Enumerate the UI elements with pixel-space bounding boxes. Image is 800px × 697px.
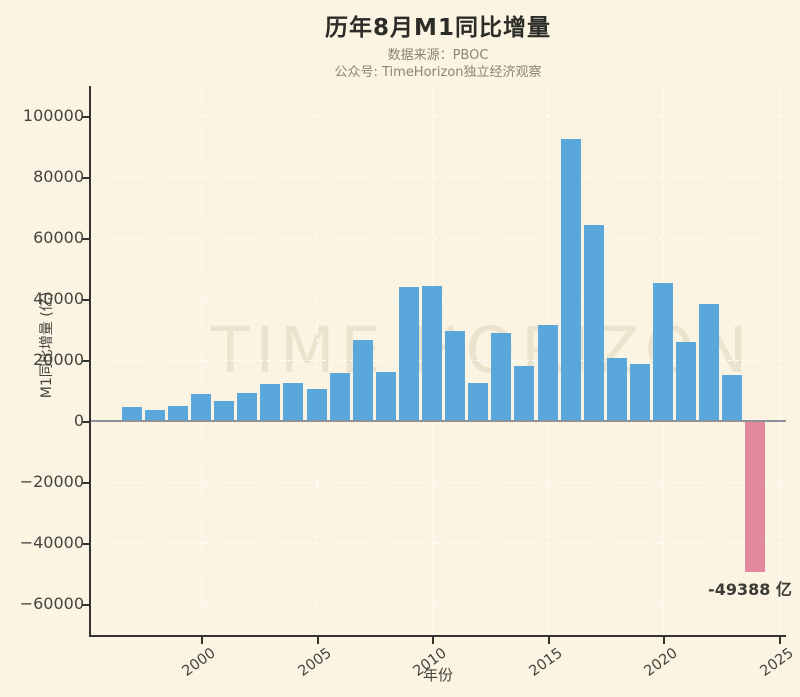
x-gridline [317,86,318,635]
y-gridline [91,116,786,117]
subtitle-data-source: 数据来源：PBOC [387,48,489,63]
y-tick-label: −60000 [19,594,84,613]
x-tick [779,637,781,644]
y-gridline [91,543,786,544]
bar-2001 [214,401,234,421]
bar-2009 [399,287,419,421]
bar-2016 [561,139,581,421]
bar-2019 [630,364,650,421]
bar-2018 [607,358,627,421]
y-tick [82,116,89,118]
bar-2006 [330,373,350,421]
y-tick-label: 20000 [33,350,84,369]
bar-2003 [260,384,280,421]
bar-2008 [376,372,396,421]
y-axis-label: M1同比增量 (亿) [39,291,55,399]
x-tick [432,637,434,644]
bar-2012 [468,383,488,421]
bar-2020 [653,283,673,421]
bar-2010 [422,286,442,421]
y-tick-label: 0 [73,411,84,430]
bar-2023 [722,375,742,421]
bar-2015 [538,325,558,421]
x-axis-label: 年份 [422,666,453,684]
bar-2017 [584,225,604,421]
bar-2014 [514,366,534,421]
y-tick [82,482,89,484]
y-tick-label: 40000 [33,289,84,308]
bar-2022 [699,304,719,421]
bar-2011 [445,331,465,421]
bar-2000 [191,394,211,421]
y-tick-label: 60000 [33,228,84,247]
zero-line [91,420,786,422]
y-tick [82,543,89,545]
bar-1997 [122,407,142,421]
y-tick [82,238,89,240]
y-gridline [91,482,786,483]
y-gridline [91,238,786,239]
bar-2013 [491,333,511,421]
x-gridline [779,86,780,635]
x-gridline [201,86,202,635]
bar-2004 [283,383,303,421]
x-tick [201,637,203,644]
subtitle-wechat: 公众号: TimeHorizon独立经济观察 [334,65,542,80]
y-gridline [91,604,786,605]
y-tick [82,177,89,179]
y-tick [82,299,89,301]
negative-value-annotation: -49388 亿 [708,580,792,599]
y-tick [82,360,89,362]
chart-title: 历年8月M1同比增量 [325,15,551,41]
bottom-spine [89,635,786,637]
left-spine [89,86,91,637]
y-tick-label: 80000 [33,167,84,186]
bar-1999 [168,406,188,421]
y-tick-label: −20000 [19,472,84,491]
bar-2021 [676,342,696,421]
bar-2007 [353,340,373,421]
x-tick [317,637,319,644]
y-tick-label: 100000 [22,106,84,125]
y-gridline [91,177,786,178]
y-tick [82,604,89,606]
bar-2024 [745,421,765,572]
y-tick [82,421,89,423]
bar-1998 [145,410,165,421]
bar-2005 [307,389,327,421]
x-tick [663,637,665,644]
y-tick-label: −40000 [19,533,84,552]
x-tick [548,637,550,644]
bar-2002 [237,393,257,421]
